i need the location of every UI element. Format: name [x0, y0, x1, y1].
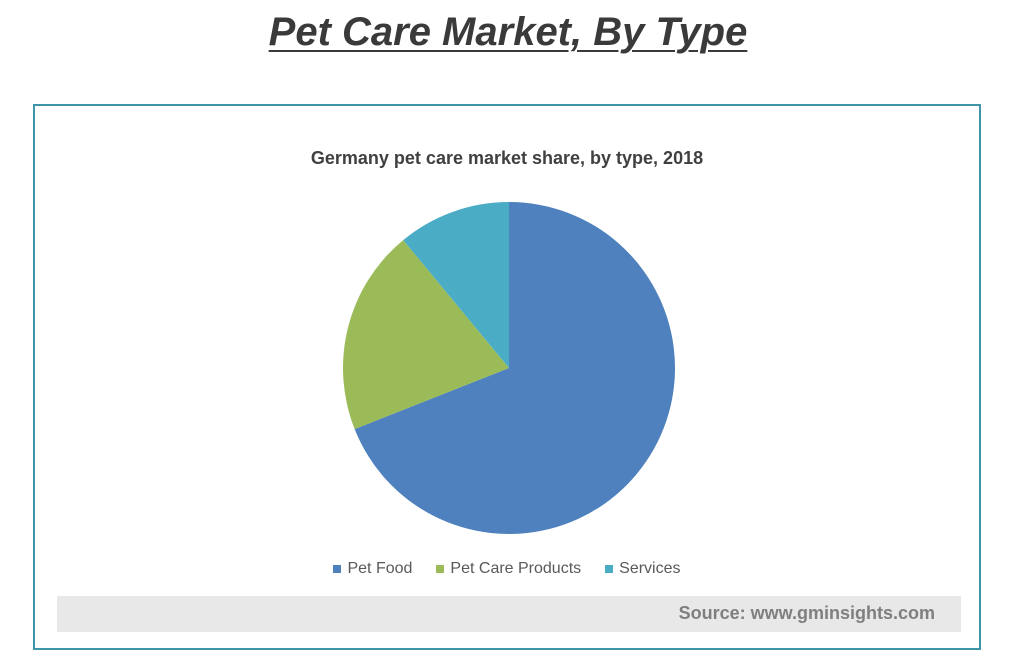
legend-swatch — [436, 565, 445, 573]
chart-title: Germany pet care market share, by type, … — [310, 148, 704, 168]
chart-legend: Pet Food Pet Care Products Services — [35, 560, 979, 578]
legend-item: Services — [605, 560, 681, 578]
legend-item: Pet Care Products — [436, 560, 581, 578]
pie-slice-services — [403, 202, 509, 368]
legend-swatch — [333, 565, 342, 573]
pie-slice-pet-care-products — [342, 240, 509, 430]
legend-label: Pet Food — [347, 560, 413, 577]
source-bar: Source: www.gminsights.com — [57, 596, 961, 632]
pie-chart — [342, 202, 675, 534]
legend-swatch — [605, 565, 614, 573]
legend-label: Pet Care Products — [450, 560, 582, 577]
pie-slice-pet-food — [354, 202, 675, 534]
page-title: Pet Care Market, By Type — [268, 10, 748, 54]
chart-frame: Germany pet care market share, by type, … — [33, 104, 981, 650]
legend-item: Pet Food — [333, 560, 412, 578]
legend-label: Services — [619, 560, 681, 577]
source-text: Source: www.gminsights.com — [678, 603, 935, 623]
